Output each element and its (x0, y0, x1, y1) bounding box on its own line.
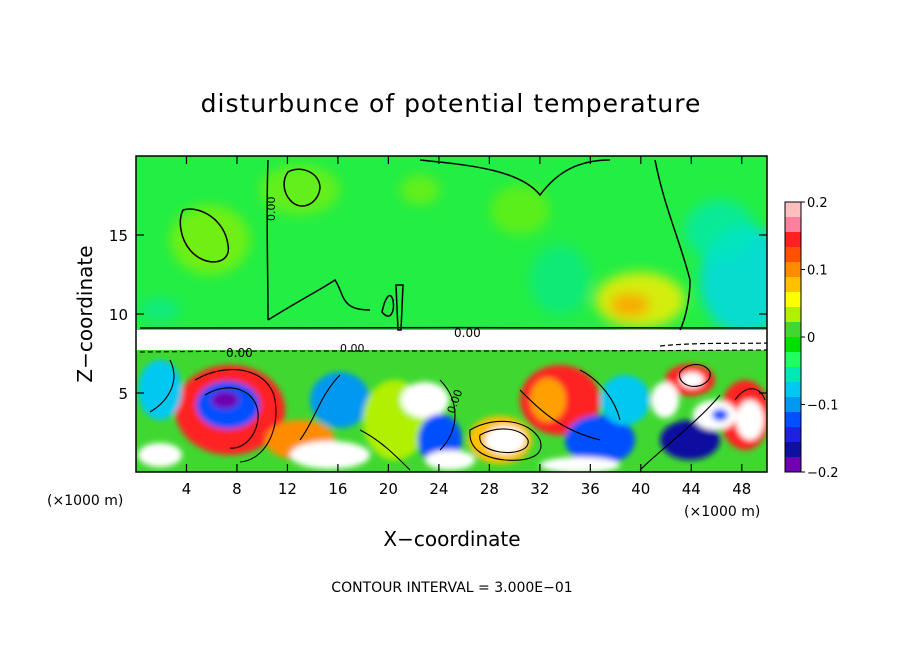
colorbar-swatch (785, 322, 801, 338)
x-tick-label: 48 (732, 480, 751, 498)
colorbar-tick-label: 0.2 (807, 196, 828, 211)
contour-interval-note: CONTOUR INTERVAL = 3.000E−01 (331, 580, 572, 596)
colorbar-swatch (785, 442, 801, 458)
x-unit-left: (×1000 m) (47, 493, 123, 509)
colorbar-swatch (785, 367, 801, 383)
x-tick-label: 20 (379, 480, 398, 498)
x-tick-label: 24 (429, 480, 448, 498)
x-tick-label: 16 (328, 480, 347, 498)
y-tick-label: 5 (118, 385, 128, 403)
colorbar-tick-label: −0.1 (807, 399, 839, 414)
x-tick-label: 8 (232, 480, 242, 498)
colorbar-swatch (785, 262, 801, 278)
x-tick-label: 12 (278, 480, 297, 498)
y-tick-label: 10 (109, 306, 128, 324)
colorbar-tick-label: −0.2 (807, 466, 839, 481)
colorbar-swatch (785, 382, 801, 398)
colorbar-swatch (785, 397, 801, 413)
x-tick-label: 4 (182, 480, 192, 498)
x-tick-label: 28 (480, 480, 499, 498)
chart-title: disturbunce of potential temperature (201, 89, 702, 118)
contour-label: 0.00 (226, 346, 253, 360)
plot-area (136, 156, 767, 472)
y-axis: 5 10 15 (109, 227, 767, 403)
colorbar-swatch (785, 292, 801, 308)
x-tick-label: 44 (682, 480, 701, 498)
contour-label: 0.00 (265, 197, 278, 222)
colorbar-swatch (785, 202, 801, 218)
y-tick-label: 15 (109, 227, 128, 245)
contour-label: 0.00 (454, 326, 481, 340)
colorbar-swatch (785, 457, 801, 473)
colorbar: 0.2 0.1 0 −0.1 −0.2 (784, 196, 839, 481)
colorbar-swatch (785, 307, 801, 323)
tropopause-band (136, 330, 767, 350)
y-axis-label: Z−coordinate (73, 245, 97, 382)
x-tick-label: 40 (631, 480, 650, 498)
x-unit-right: (×1000 m) (684, 504, 760, 520)
colorbar-tick-label: 0.1 (807, 264, 828, 279)
colorbar-swatch (785, 412, 801, 428)
colorbar-swatch (785, 277, 801, 293)
colorbar-swatch (785, 427, 801, 443)
colorbar-swatch (785, 247, 801, 263)
x-axis: 4 8 12 16 20 24 28 32 36 40 44 48 (182, 156, 751, 498)
x-tick-label: 36 (581, 480, 600, 498)
contour-label: 0.00 (340, 342, 365, 355)
colorbar-swatch (785, 337, 801, 353)
x-tick-label: 32 (530, 480, 549, 498)
colorbar-tick-label: 0 (807, 331, 815, 346)
colorbar-swatch (785, 217, 801, 233)
colorbar-swatch (785, 232, 801, 248)
colorbar-swatch (785, 352, 801, 368)
x-axis-label: X−coordinate (383, 527, 520, 551)
